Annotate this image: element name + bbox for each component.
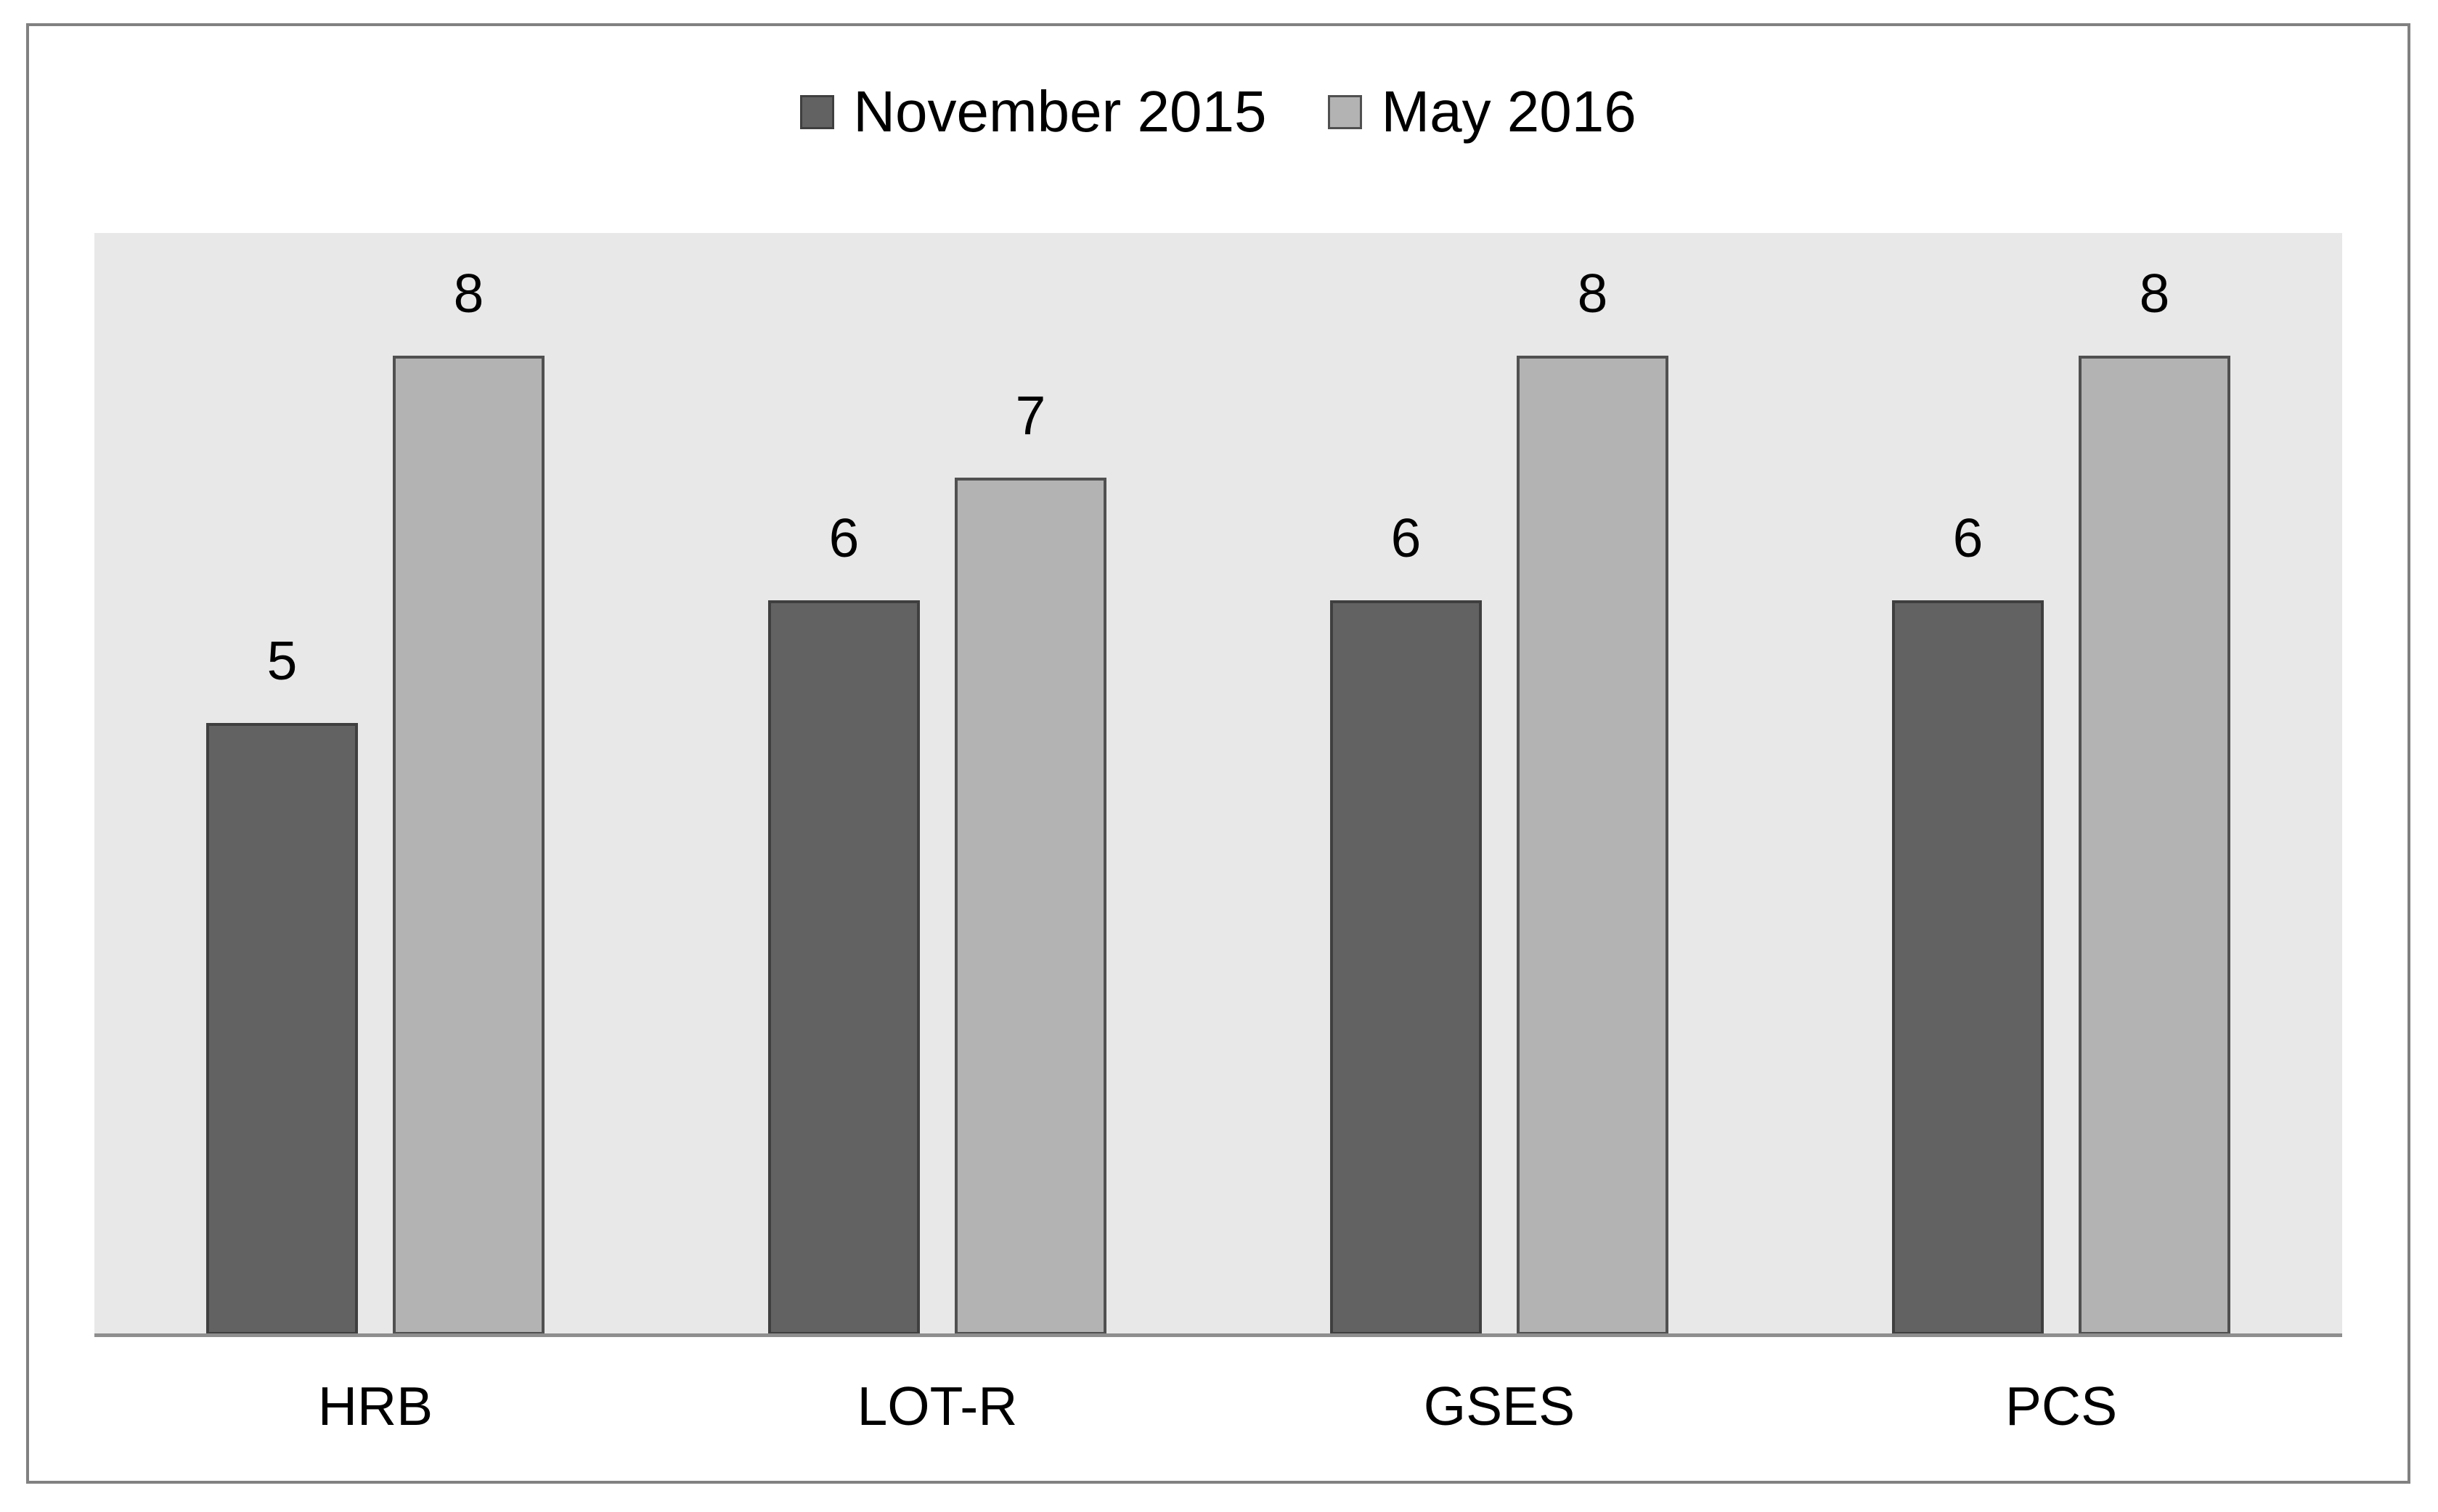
- data-label-may-2016-pcs: 8: [2139, 262, 2170, 324]
- category-label-lot-r: LOT-R: [857, 1376, 1018, 1437]
- category-axis-labels: HRB LOT-R GSES PCS: [94, 1373, 2342, 1439]
- bar-november-2015-hrb: [206, 722, 358, 1335]
- bar-column-november-2015-hrb: 5: [206, 233, 358, 1335]
- bar-column-november-2015-gses: 6: [1330, 233, 1482, 1335]
- legend-item-november-2015: November 2015: [800, 78, 1266, 145]
- chart-legend: November 2015 May 2016: [29, 78, 2408, 145]
- bar-may-2016-gses: [1517, 355, 1668, 1335]
- bar-november-2015-pcs: [1892, 600, 2044, 1335]
- legend-label-may-2016: May 2016: [1381, 79, 1636, 144]
- category-label-gses: GSES: [1423, 1376, 1575, 1437]
- bar-november-2015-lot-r: [768, 600, 920, 1335]
- x-axis-line: [94, 1333, 2342, 1337]
- bar-column-november-2015-lot-r: 6: [768, 233, 920, 1335]
- category-label-hrb: HRB: [317, 1376, 433, 1437]
- legend-item-may-2016: May 2016: [1328, 78, 1636, 145]
- bar-column-may-2016-gses: 8: [1517, 233, 1668, 1335]
- category-label-pcs: PCS: [2005, 1376, 2118, 1437]
- data-label-november-2015-pcs: 6: [1952, 507, 1984, 568]
- bar-column-may-2016-lot-r: 7: [955, 233, 1106, 1335]
- bar-column-may-2016-pcs: 8: [2079, 233, 2230, 1335]
- data-label-november-2015-lot-r: 6: [828, 507, 860, 568]
- data-label-november-2015-hrb: 5: [266, 629, 298, 691]
- data-label-may-2016-hrb: 8: [453, 262, 484, 324]
- data-label-may-2016-lot-r: 7: [1015, 385, 1046, 446]
- legend-swatch-may-2016-icon: [1328, 94, 1363, 129]
- legend-label-november-2015: November 2015: [853, 79, 1267, 144]
- data-label-may-2016-gses: 8: [1577, 262, 1608, 324]
- bar-column-may-2016-hrb: 8: [393, 233, 545, 1335]
- bar-may-2016-hrb: [393, 355, 545, 1335]
- data-label-november-2015-gses: 6: [1390, 507, 1422, 568]
- bar-november-2015-gses: [1330, 600, 1482, 1335]
- bar-may-2016-pcs: [2079, 355, 2230, 1335]
- legend-swatch-november-2015-icon: [800, 94, 835, 129]
- bar-may-2016-lot-r: [955, 478, 1106, 1335]
- bar-column-november-2015-pcs: 6: [1892, 233, 2044, 1335]
